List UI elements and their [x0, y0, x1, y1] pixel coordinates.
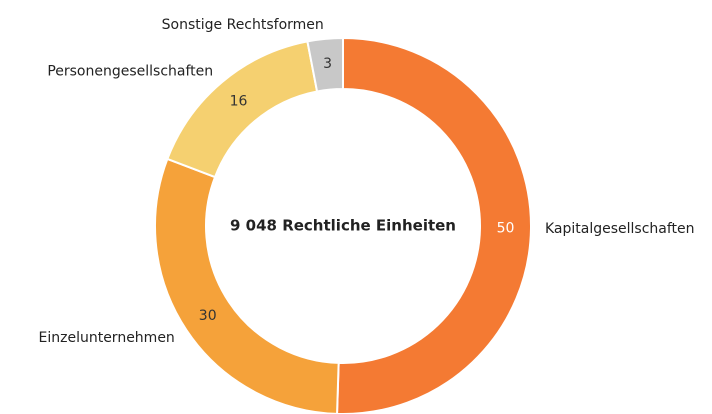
- category-label: Kapitalgesellschaften: [545, 221, 695, 237]
- donut-segment: [306, 36, 344, 93]
- value-label: 50: [497, 221, 515, 237]
- category-label: Personengesellschaften: [47, 63, 213, 79]
- value-label: 3: [323, 56, 332, 72]
- value-label: 16: [230, 94, 248, 110]
- center-label: 9 048 Rechtliche Einheiten: [230, 217, 456, 235]
- donut-segment: [154, 157, 340, 414]
- category-label: Einzelunternehmen: [39, 330, 175, 346]
- donut-segment: [336, 36, 532, 414]
- category-label: Sonstige Rechtsformen: [162, 17, 324, 33]
- value-label: 30: [199, 308, 217, 324]
